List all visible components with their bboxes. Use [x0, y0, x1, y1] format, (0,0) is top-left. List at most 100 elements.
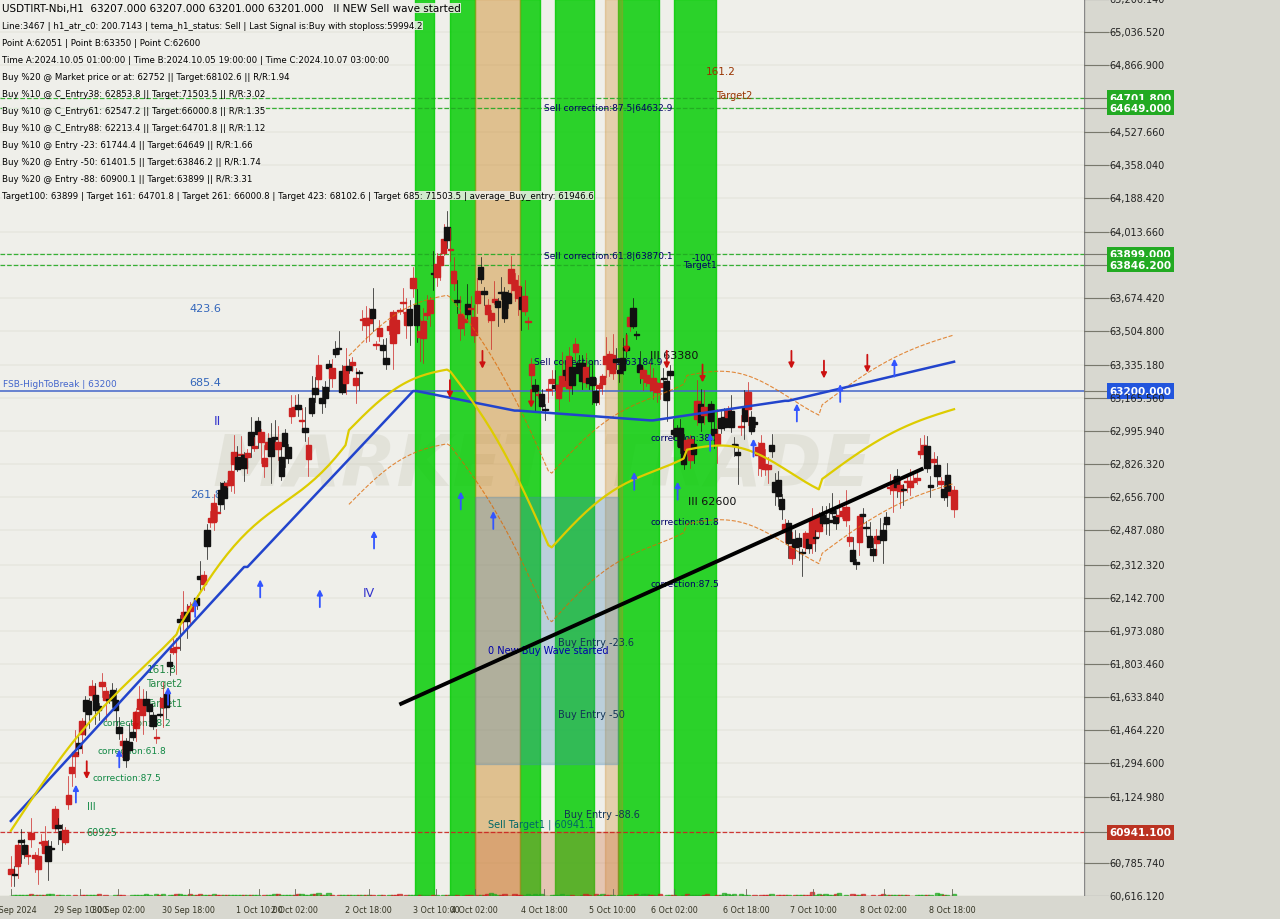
Bar [596, 895, 602, 896]
Bar [506, 294, 511, 304]
Bar [244, 454, 250, 458]
Bar [343, 367, 348, 384]
Bar [741, 408, 748, 422]
Bar [685, 894, 689, 896]
Bar [214, 513, 220, 514]
Text: correction:38.2: correction:38.2 [102, 719, 172, 728]
Bar [769, 446, 774, 451]
Bar [293, 895, 297, 896]
Bar [275, 894, 280, 896]
Bar [339, 371, 344, 392]
Bar [699, 895, 703, 896]
Bar [553, 895, 557, 896]
Bar [609, 356, 616, 374]
Bar [451, 0, 475, 896]
Bar [323, 388, 328, 399]
Bar [782, 524, 787, 532]
Bar [116, 728, 122, 733]
Bar [421, 322, 426, 339]
Bar [726, 894, 730, 896]
Bar [817, 516, 822, 531]
Bar [29, 894, 33, 896]
Text: correction:61.8: correction:61.8 [97, 746, 166, 754]
Bar [65, 795, 70, 804]
Bar [644, 894, 649, 896]
Bar [188, 894, 192, 896]
Bar [133, 895, 138, 896]
Text: 62,826.320: 62,826.320 [1110, 460, 1165, 470]
Bar [35, 856, 41, 869]
Bar [451, 272, 457, 284]
Bar [640, 371, 645, 379]
Text: 63846.200: 63846.200 [1110, 260, 1171, 270]
Text: 60941.100: 60941.100 [1110, 828, 1171, 837]
Bar [593, 391, 599, 403]
Bar [475, 833, 618, 896]
Bar [411, 278, 416, 289]
Bar [271, 438, 278, 439]
Bar [567, 895, 571, 896]
Bar [776, 895, 781, 896]
Bar [637, 365, 643, 373]
Text: IV: IV [364, 586, 375, 599]
Text: 61,294.600: 61,294.600 [1110, 758, 1165, 768]
Bar [209, 895, 212, 896]
Bar [15, 895, 19, 896]
Text: 161.8: 161.8 [146, 664, 177, 675]
Bar [650, 379, 655, 391]
Bar [63, 830, 68, 842]
Bar [12, 875, 17, 876]
Bar [129, 732, 136, 737]
Bar [794, 895, 797, 896]
Text: 61,633.840: 61,633.840 [1110, 692, 1165, 702]
Text: Sell correction:38.2|63184.9: Sell correction:38.2|63184.9 [535, 357, 663, 367]
Bar [38, 843, 44, 844]
Bar [246, 895, 250, 896]
Bar [475, 895, 480, 896]
Bar [724, 410, 731, 417]
Bar [161, 894, 165, 896]
Bar [407, 310, 412, 325]
Bar [931, 459, 937, 463]
Bar [477, 268, 484, 279]
Text: 64,358.040: 64,358.040 [1110, 161, 1165, 171]
Bar [488, 313, 494, 321]
Bar [201, 575, 206, 584]
Bar [252, 895, 256, 896]
Bar [485, 305, 490, 315]
Bar [289, 408, 294, 416]
Bar [133, 711, 138, 728]
Text: 7 Oct 10:00: 7 Oct 10:00 [790, 905, 837, 914]
Bar [326, 893, 330, 896]
Bar [248, 433, 253, 446]
Bar [384, 358, 389, 364]
Bar [448, 894, 453, 896]
Bar [827, 895, 831, 896]
Bar [783, 895, 787, 896]
Bar [296, 894, 301, 896]
Text: 64649.000: 64649.000 [1110, 104, 1171, 114]
Bar [252, 447, 257, 449]
Bar [520, 895, 524, 896]
Bar [648, 895, 652, 896]
Text: Buy %10 @ Entry -23: 61744.4 || Target:64649 || R/R:1.66: Buy %10 @ Entry -23: 61744.4 || Target:6… [3, 141, 252, 150]
Bar [90, 895, 95, 896]
Text: 63,674.420: 63,674.420 [1110, 294, 1165, 304]
Bar [586, 895, 591, 896]
Bar [908, 482, 913, 487]
Bar [397, 311, 402, 312]
Bar [860, 894, 865, 896]
Bar [492, 894, 497, 896]
Bar [454, 301, 460, 302]
Text: 61,973.080: 61,973.080 [1110, 626, 1165, 636]
Bar [681, 895, 686, 896]
Text: 63,335.180: 63,335.180 [1110, 360, 1165, 370]
Bar [45, 845, 51, 860]
Bar [539, 394, 544, 407]
Bar [844, 508, 849, 520]
Bar [178, 894, 182, 896]
Bar [147, 895, 151, 896]
Bar [539, 894, 544, 896]
Bar [881, 894, 886, 896]
Bar [596, 385, 602, 388]
